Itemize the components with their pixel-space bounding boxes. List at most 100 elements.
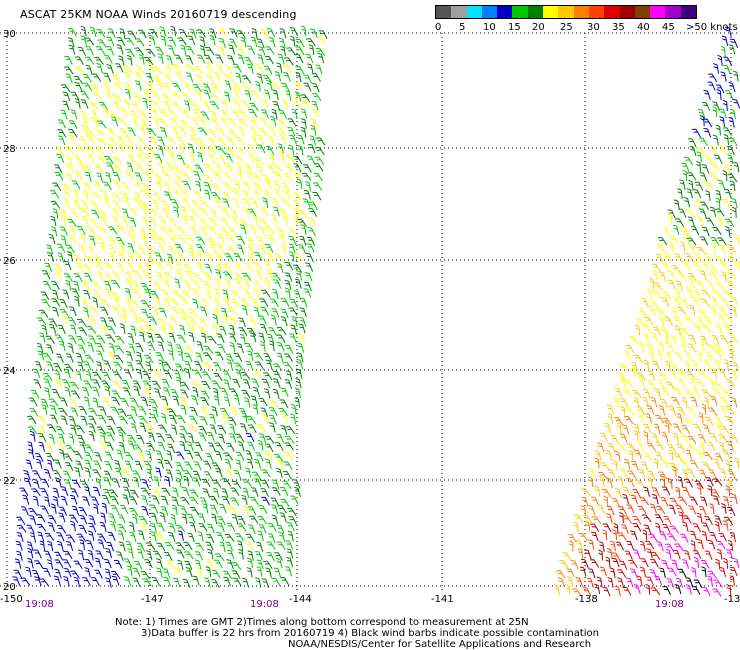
wind-barb bbox=[707, 377, 714, 389]
wind-barb bbox=[655, 414, 665, 424]
wind-barb bbox=[43, 378, 52, 388]
wind-barb bbox=[242, 189, 249, 201]
wind-barb bbox=[69, 306, 77, 317]
wind-barb bbox=[64, 479, 72, 489]
wind-barb bbox=[80, 415, 88, 426]
wind-barb bbox=[682, 521, 689, 533]
wind-barb bbox=[278, 234, 286, 245]
wind-barb bbox=[70, 488, 79, 498]
wind-barb bbox=[82, 281, 90, 291]
wind-barb bbox=[103, 197, 110, 209]
wind-barb bbox=[714, 154, 723, 164]
wind-barb bbox=[119, 128, 128, 138]
wind-barb bbox=[150, 531, 157, 542]
wind-barb bbox=[83, 289, 91, 300]
wind-barb bbox=[257, 54, 264, 65]
wind-barb bbox=[599, 566, 607, 577]
wind-barb bbox=[726, 145, 735, 156]
wind-barb bbox=[69, 494, 78, 505]
wind-barb bbox=[258, 332, 266, 343]
wind-barb bbox=[632, 516, 642, 525]
wind-barb bbox=[237, 516, 246, 525]
wind-barb bbox=[115, 63, 124, 73]
wind-barb bbox=[256, 236, 266, 246]
wind-barb bbox=[240, 298, 250, 307]
wind-barb bbox=[715, 197, 721, 209]
wind-barb bbox=[80, 90, 90, 100]
wind-barb bbox=[105, 89, 111, 100]
wind-barb bbox=[283, 353, 294, 362]
wind-barb bbox=[46, 459, 53, 471]
wind-barb bbox=[51, 306, 59, 317]
wind-barb bbox=[211, 323, 218, 335]
wind-barb bbox=[645, 540, 655, 550]
wind-barb bbox=[723, 557, 729, 569]
wind-barb bbox=[270, 314, 277, 326]
wind-barb bbox=[181, 172, 191, 181]
wind-barb bbox=[697, 215, 704, 227]
wind-barb bbox=[182, 163, 193, 172]
wind-barb bbox=[246, 45, 256, 55]
wind-barb bbox=[261, 578, 270, 588]
wind-barb bbox=[312, 182, 323, 191]
colorbar-segment bbox=[604, 6, 620, 18]
wind-barb bbox=[206, 73, 214, 84]
wind-barb bbox=[65, 279, 72, 291]
wind-barb bbox=[114, 459, 122, 471]
wind-barb bbox=[145, 325, 156, 335]
wind-barb bbox=[725, 549, 733, 560]
wind-barb bbox=[191, 395, 199, 406]
wind-barb bbox=[207, 523, 215, 534]
wind-barb bbox=[250, 117, 258, 128]
wind-barb bbox=[663, 331, 669, 344]
wind-barb bbox=[54, 269, 62, 280]
wind-barb bbox=[111, 200, 121, 210]
wind-barb bbox=[190, 506, 200, 516]
wind-barb bbox=[288, 516, 298, 526]
wind-barb bbox=[673, 317, 683, 326]
wind-barb bbox=[732, 557, 740, 569]
wind-barb bbox=[223, 379, 231, 390]
wind-barb bbox=[169, 298, 179, 307]
wind-barb bbox=[222, 370, 232, 380]
wind-barb bbox=[67, 218, 77, 228]
wind-barb bbox=[289, 298, 298, 308]
wind-barb bbox=[294, 253, 303, 262]
wind-barb bbox=[165, 162, 174, 172]
wind-barb bbox=[268, 37, 276, 48]
wind-barb bbox=[75, 352, 84, 363]
wind-barb bbox=[297, 342, 305, 353]
wind-barb bbox=[43, 469, 52, 479]
wind-barb bbox=[226, 358, 233, 370]
wind-barb bbox=[41, 299, 51, 308]
wind-barb bbox=[598, 471, 608, 480]
wind-barb bbox=[88, 408, 98, 417]
wind-barb bbox=[266, 541, 276, 550]
wind-barb bbox=[211, 513, 218, 524]
wind-barb bbox=[684, 478, 693, 488]
wind-barb bbox=[240, 100, 250, 109]
wind-barb bbox=[248, 524, 256, 535]
wind-barb bbox=[614, 387, 623, 398]
wind-barb bbox=[157, 318, 167, 327]
wind-barb bbox=[727, 539, 734, 551]
wind-barb bbox=[693, 556, 700, 568]
wind-barb bbox=[223, 396, 231, 407]
wind-barb bbox=[277, 505, 287, 514]
wind-barb bbox=[624, 415, 634, 425]
wind-barb bbox=[213, 297, 220, 309]
wind-barb bbox=[300, 25, 307, 37]
wind-barb bbox=[203, 182, 212, 192]
wind-barb bbox=[112, 93, 122, 102]
wind-barb bbox=[186, 441, 194, 452]
wind-barb bbox=[604, 422, 611, 433]
wind-barb bbox=[203, 352, 213, 361]
wind-barb bbox=[102, 494, 110, 505]
wind-barb bbox=[309, 28, 318, 38]
wind-barb bbox=[178, 308, 188, 318]
wind-barb bbox=[622, 586, 632, 596]
wind-barb bbox=[247, 424, 257, 433]
wind-barb bbox=[196, 54, 206, 64]
wind-barb bbox=[163, 577, 172, 587]
wind-barb bbox=[32, 495, 39, 507]
